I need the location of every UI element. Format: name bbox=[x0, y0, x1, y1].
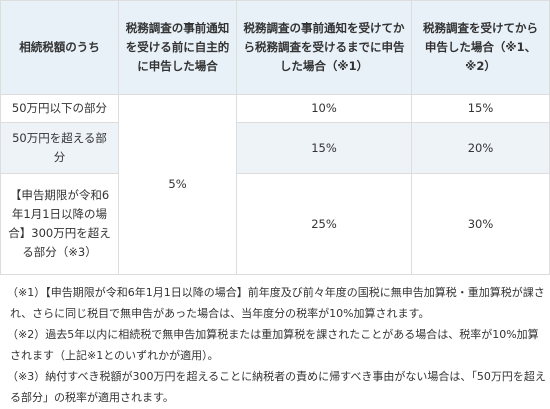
rate-after-audit: 20% bbox=[411, 122, 550, 174]
header-after-audit: 税務調査を受けてから申告した場合（※1、※2） bbox=[411, 0, 550, 95]
rate-after-audit: 30% bbox=[411, 173, 550, 275]
penalty-rate-table: 相続税額のうち 税務調査の事前通知を受ける前に自主的に申告した場合 税務調査の事… bbox=[0, 0, 550, 275]
header-tax-portion: 相続税額のうち bbox=[0, 0, 119, 95]
rate-after-audit: 15% bbox=[411, 94, 550, 123]
header-after-notice: 税務調査の事前通知を受けてから税務調査を受けるまでに申告した場合（※1） bbox=[236, 0, 412, 95]
footnote-1: （※1）【申告期限が令和6年1月1日以降の場合】前年度及び前々年度の国税に無申告… bbox=[7, 286, 545, 320]
row-label: 50万円を超える部分 bbox=[0, 122, 119, 174]
footnotes: （※1）【申告期限が令和6年1月1日以降の場合】前年度及び前々年度の国税に無申告… bbox=[0, 282, 549, 408]
row-label: 【申告期限が令和6年1月1日以降の場合】300万円を超える部分（※3） bbox=[0, 173, 119, 275]
footnote-2: （※2）過去5年以内に相続税で無申告加算税または重加算税を課されたことがある場合… bbox=[7, 328, 539, 362]
table-row: 【申告期限が令和6年1月1日以降の場合】300万円を超える部分（※3） 25% … bbox=[0, 173, 550, 275]
row-label: 50万円以下の部分 bbox=[0, 94, 119, 123]
table-row: 50万円以下の部分 5% 10% 15% bbox=[0, 94, 550, 275]
footnote-3: （※3）納付すべき税額が300万円を超えることに納税者の責めに帰すべき事由がない… bbox=[7, 370, 546, 404]
rate-after-notice: 25% bbox=[236, 173, 412, 275]
header-voluntary: 税務調査の事前通知を受ける前に自主的に申告した場合 bbox=[118, 0, 237, 95]
rate-after-notice: 15% bbox=[236, 122, 412, 174]
table-row: 50万円を超える部分 15% 20% bbox=[0, 122, 550, 174]
table-header-row: 相続税額のうち 税務調査の事前通知を受ける前に自主的に申告した場合 税務調査の事… bbox=[0, 0, 550, 95]
rate-after-notice: 10% bbox=[236, 94, 412, 123]
voluntary-rate: 5% bbox=[118, 94, 237, 275]
